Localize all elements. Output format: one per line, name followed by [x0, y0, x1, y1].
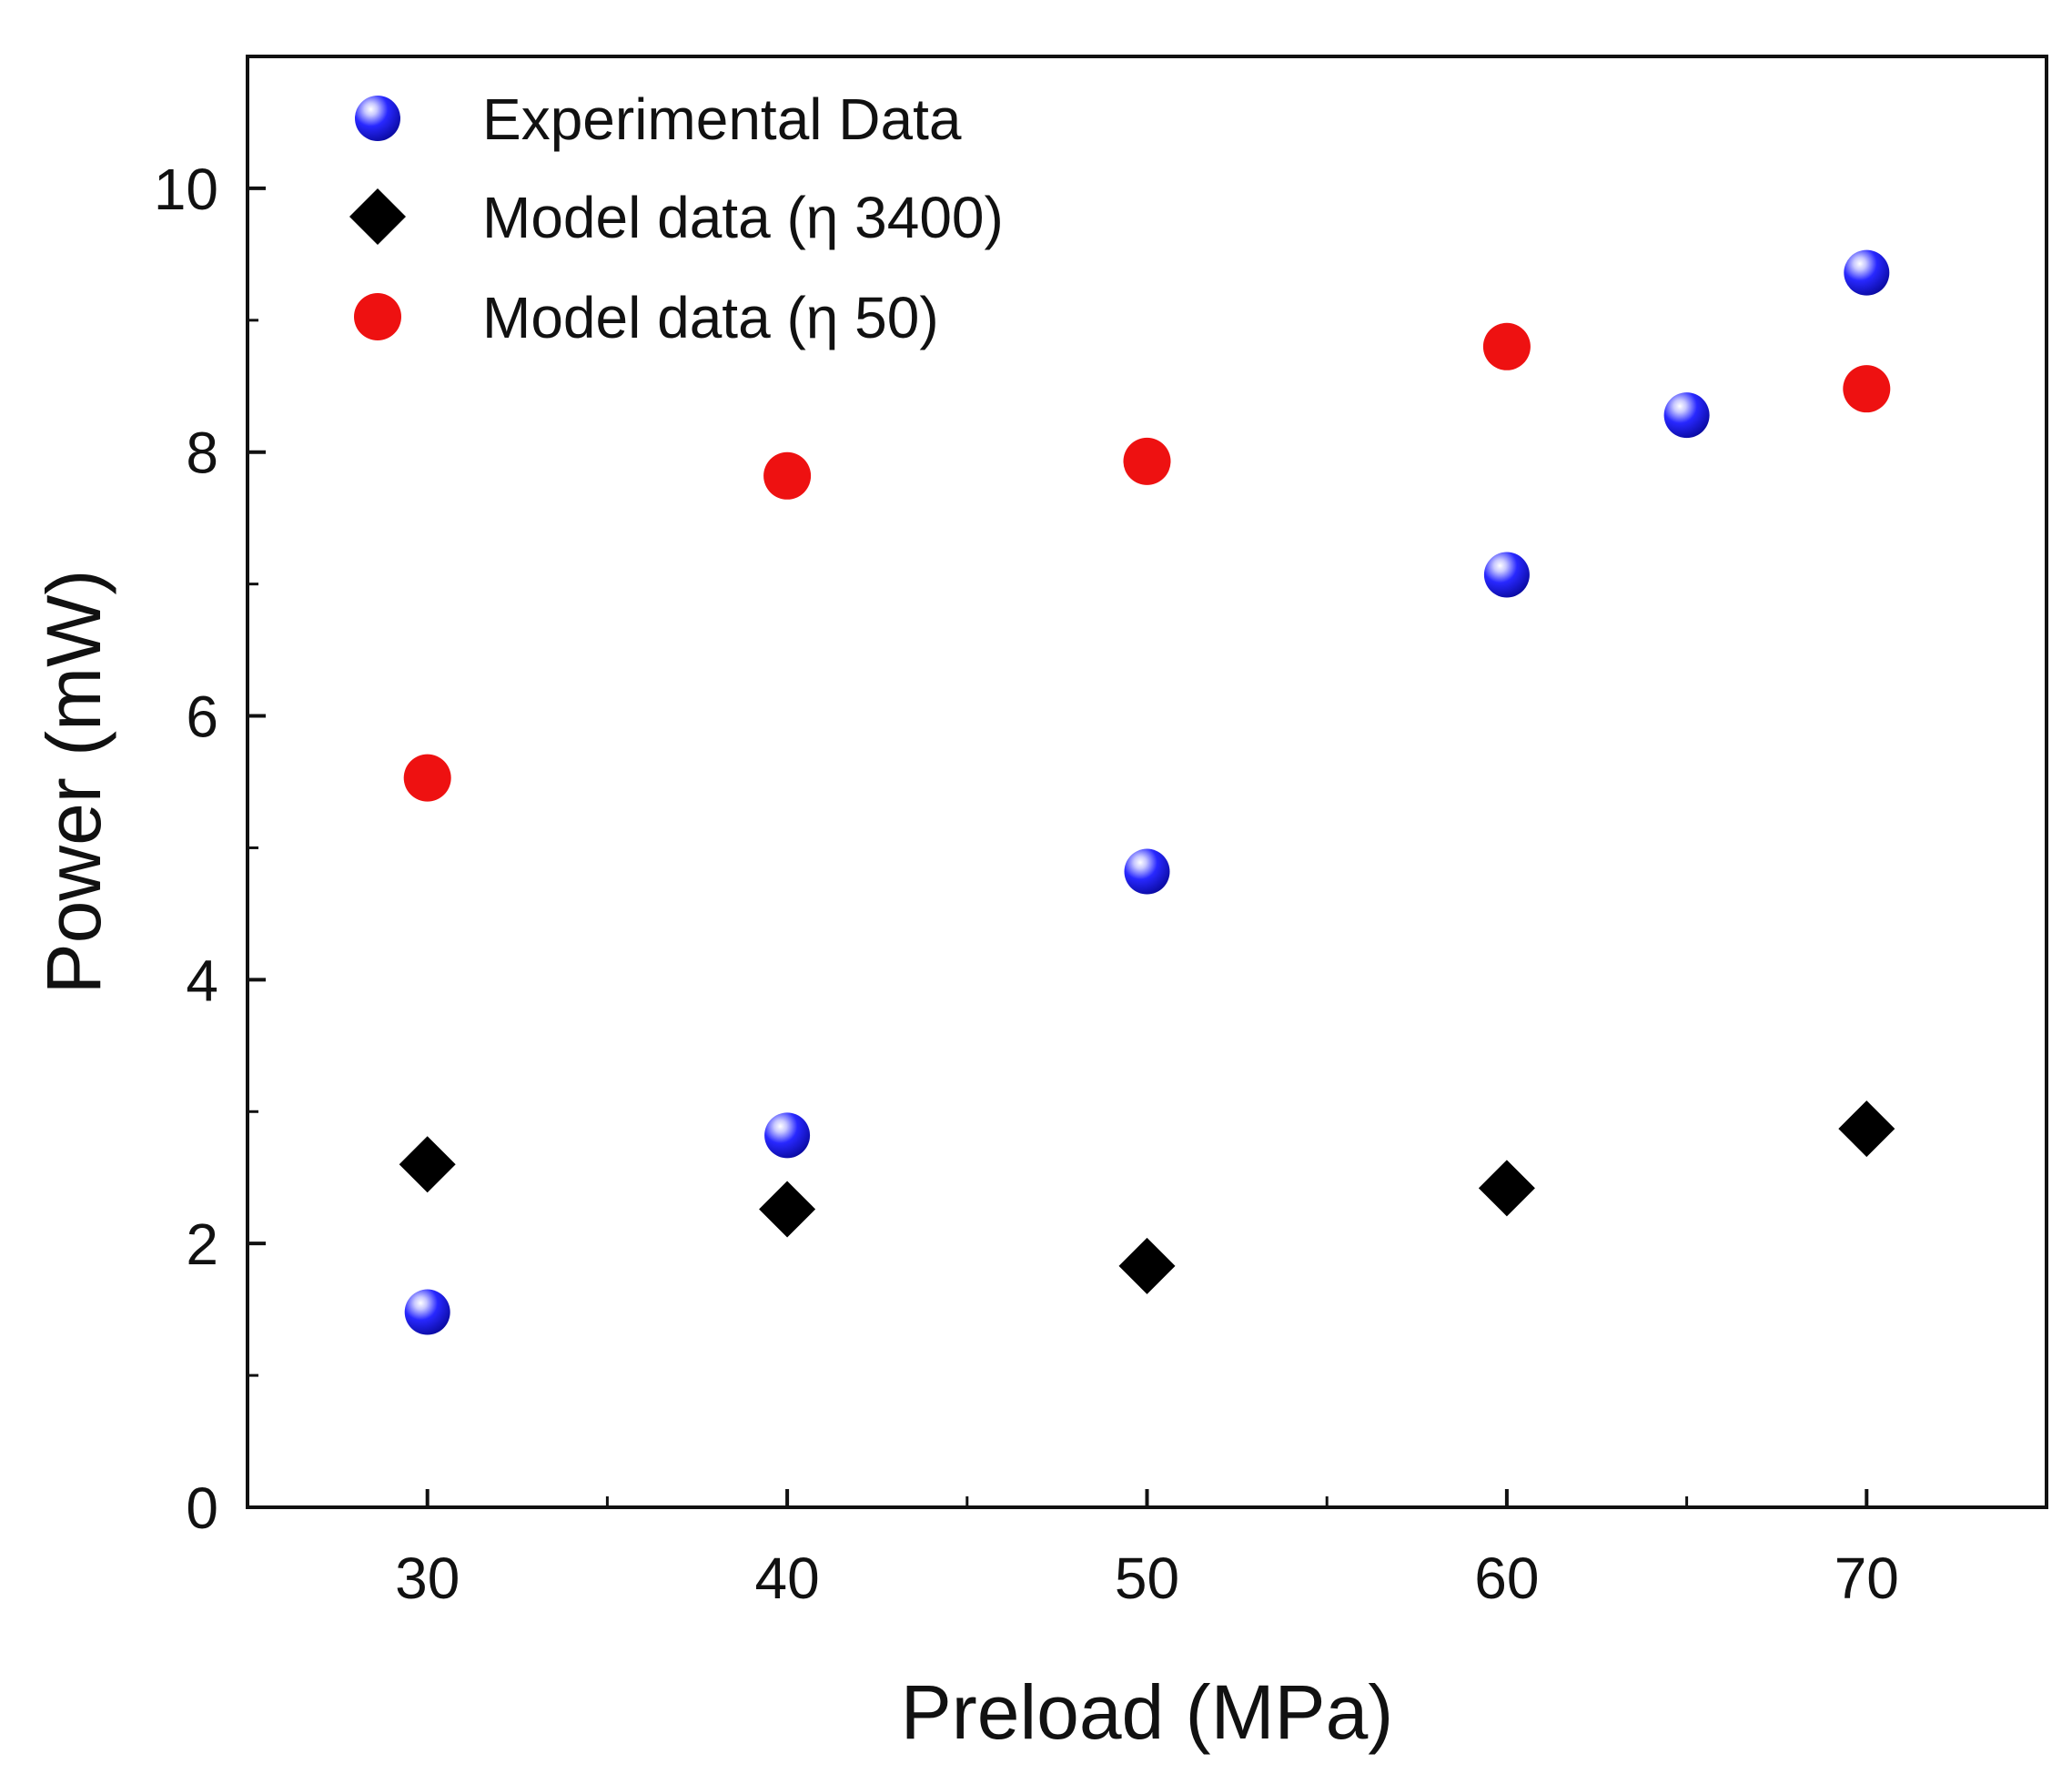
- plot-frame: [246, 55, 2048, 1509]
- minor-ticks: [248, 319, 1689, 1507]
- data-point-sphere: [404, 1289, 450, 1335]
- x-tick-label: 70: [1834, 1546, 1899, 1611]
- data-point-circle: [1482, 322, 1531, 370]
- data-point-diamond: [1118, 1237, 1176, 1294]
- data-point-circle: [763, 451, 812, 500]
- y-tick-label: 10: [154, 157, 218, 222]
- data-point-circle: [1843, 365, 1891, 413]
- x-tick-label: 60: [1474, 1546, 1539, 1611]
- data-point-diamond: [399, 1136, 456, 1193]
- y-tick-label: 2: [186, 1211, 218, 1277]
- major-ticks: [248, 186, 1869, 1509]
- y-tick-label: 4: [186, 948, 218, 1013]
- legend-marker-diamond: [349, 188, 406, 245]
- data-point-circle: [1123, 437, 1171, 485]
- data-point-sphere: [1663, 392, 1710, 439]
- data-point-diamond: [1478, 1160, 1535, 1217]
- data-point-sphere: [764, 1112, 811, 1159]
- data-point-sphere: [1844, 249, 1890, 296]
- data-point-sphere: [1124, 848, 1170, 895]
- legend-label: Experimental Data: [482, 86, 962, 152]
- legend-label: Model data (η 3400): [482, 185, 1004, 250]
- legend-marker-circle: [354, 293, 401, 340]
- y-tick-labels: 0 2 4 6 8 10: [154, 157, 218, 1541]
- x-axis-title: Preload (MPa): [901, 1669, 1394, 1755]
- y-axis-title: Power (mW): [31, 570, 116, 995]
- x-tick-label: 50: [1115, 1546, 1179, 1611]
- x-tick-labels: 30 40 50 60 70: [395, 1546, 1899, 1611]
- data-point-diamond: [1838, 1100, 1895, 1158]
- y-tick-label: 8: [186, 421, 218, 486]
- data-point-sphere: [1483, 552, 1530, 598]
- data-point-diamond: [759, 1181, 816, 1238]
- data-markers: [399, 249, 1895, 1335]
- legend-label: Model data (η 50): [482, 285, 939, 350]
- data-point-circle: [403, 754, 451, 802]
- legend-marker-sphere: [355, 96, 400, 141]
- y-tick-label: 0: [186, 1475, 218, 1541]
- legend: Experimental Data Model data (η 3400) Mode…: [349, 86, 1004, 350]
- y-tick-label: 6: [186, 684, 218, 750]
- x-tick-label: 30: [395, 1546, 460, 1611]
- x-tick-label: 40: [755, 1546, 820, 1611]
